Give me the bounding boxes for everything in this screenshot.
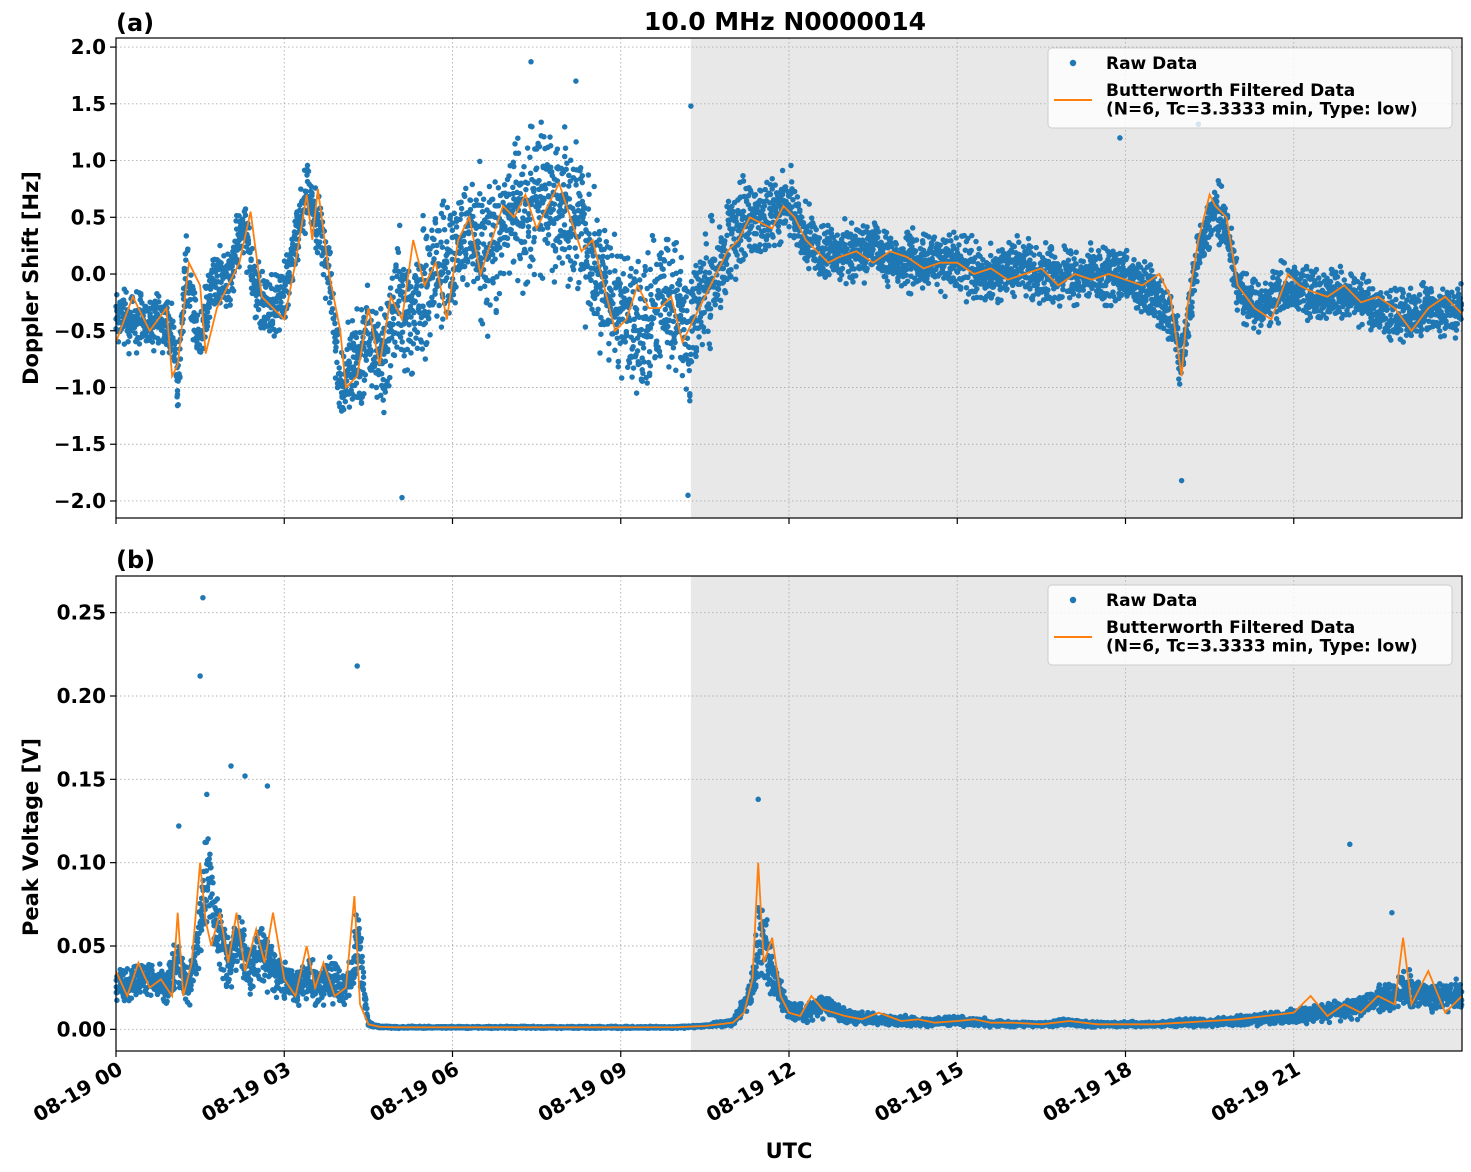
x-tick-label: 08-19 15 <box>870 1057 968 1127</box>
x-tick-label: 08-19 00 <box>29 1057 127 1127</box>
y-tick-label: 0.20 <box>57 684 106 708</box>
x-tick-label: 08-19 18 <box>1038 1057 1136 1127</box>
y-tick-label: 0.0 <box>71 262 106 286</box>
legend-line: Butterworth Filtered Data <box>1106 81 1355 101</box>
y-tick-label: −1.0 <box>54 376 106 400</box>
filtered-line-b <box>115 862 1463 1029</box>
y-tick-label: 2.0 <box>71 35 106 59</box>
y-tick-label: 0.00 <box>57 1017 106 1041</box>
y-tick-label: 0.05 <box>57 934 106 958</box>
y-tick-label: 1.0 <box>71 149 106 173</box>
legend-line: Butterworth Filtered Data <box>1106 618 1355 638</box>
legend-box-a <box>1047 47 1453 129</box>
filtered-line-a <box>115 180 1463 390</box>
x-tick-label: 08-19 06 <box>365 1057 463 1127</box>
legend-a: Raw Data Butterworth Filtered Data (N=6, … <box>1047 47 1453 129</box>
panel-label-b: (b) <box>116 546 155 574</box>
panel-a-doppler-shift: −2.0 −1.5 −1.0 −0.5 0.0 0.5 1.0 1.5 2.0 (a) 10.0… <box>19 7 1465 524</box>
y-tick-label: 1.5 <box>71 92 106 116</box>
y-tick-label: 0.10 <box>57 851 106 875</box>
legend-box-b <box>1047 584 1453 666</box>
legend-raw-marker-a <box>1069 59 1077 67</box>
y-axis-label-a: Doppler Shift [Hz] <box>19 171 43 385</box>
x-tick-label: 08-19 12 <box>702 1057 800 1127</box>
filtered-line <box>115 180 1463 390</box>
legend-raw-label-b: Raw Data <box>1106 591 1197 611</box>
legend-raw-label-a: Raw Data <box>1106 54 1197 74</box>
y-axis-label-b: Peak Voltage [V] <box>19 738 43 936</box>
y-tick-label: 0.5 <box>71 205 106 229</box>
legend-filtered-label-a: Butterworth Filtered Data (N=6, Tc=3.3333… <box>1106 81 1418 120</box>
y-tick-label: −1.5 <box>54 432 106 456</box>
panel-b-peak-voltage: 0.00 0.05 0.10 0.15 0.20 0.25 (b) Peak Voltag… <box>19 546 1465 1057</box>
legend-filtered-label-b: Butterworth Filtered Data (N=6, Tc=3.3333… <box>1106 618 1418 657</box>
x-tick-label: 08-19 09 <box>534 1057 632 1127</box>
x-tick-labels: 08-19 00 08-19 03 08-19 06 08-19 09 08-19 12… <box>29 1057 1304 1127</box>
y-tick-label: 0.15 <box>57 767 106 791</box>
legend-b: Raw Data Butterworth Filtered Data (N=6, … <box>1047 584 1453 666</box>
panel-label-a: (a) <box>116 9 154 37</box>
filtered-line <box>115 862 1463 1029</box>
figure-title: 10.0 MHz N0000014 <box>644 7 926 36</box>
legend-line: (N=6, Tc=3.3333 min, Type: low) <box>1106 100 1418 120</box>
legend-raw-marker-b <box>1069 596 1077 604</box>
y-tick-label: 0.25 <box>57 601 106 625</box>
legend-line: (N=6, Tc=3.3333 min, Type: low) <box>1106 637 1418 657</box>
x-tick-label: 08-19 03 <box>197 1057 295 1127</box>
x-axis-label: UTC <box>766 1139 813 1163</box>
y-tick-label: −0.5 <box>54 319 106 343</box>
y-tick-label: −2.0 <box>54 489 106 513</box>
x-tick-label: 08-19 21 <box>1207 1057 1305 1127</box>
